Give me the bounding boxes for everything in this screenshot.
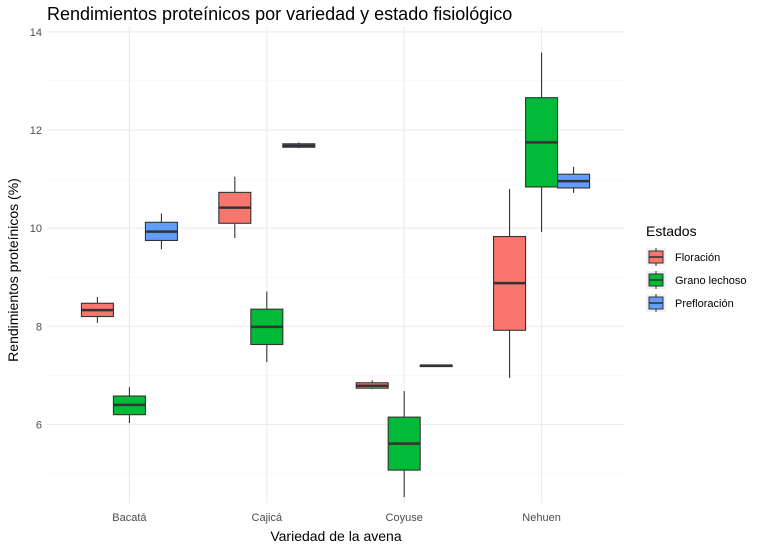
box-floracion-cajica bbox=[218, 176, 252, 239]
x-tick-label: Coyuse bbox=[386, 512, 423, 524]
legend-title: Estados bbox=[646, 223, 697, 239]
box-grano-lechoso-bacata bbox=[112, 387, 146, 424]
x-tick-label: Cajicá bbox=[252, 512, 283, 524]
box-grano-lechoso-coyuse bbox=[387, 391, 421, 498]
box-floracion-nehuen bbox=[493, 188, 527, 378]
y-tick-label: 6 bbox=[36, 419, 42, 431]
y-tick-label: 14 bbox=[30, 27, 42, 39]
box-grano-lechoso-nehuen bbox=[525, 52, 559, 233]
legend-item-prefloracion: Prefloración bbox=[646, 294, 734, 312]
box-prefloracion-nehuen bbox=[557, 166, 591, 193]
y-axis-ticks: 6 8 10 12 14 bbox=[30, 27, 42, 432]
legend-item-floracion: Floración bbox=[646, 248, 720, 266]
y-tick-label: 10 bbox=[30, 223, 42, 235]
legend: Estados Floración Grano lechoso Prefloraci… bbox=[646, 223, 747, 312]
plot-boxes bbox=[80, 52, 591, 498]
y-tick-label: 8 bbox=[36, 321, 42, 333]
box-floracion-coyuse bbox=[355, 380, 389, 390]
legend-label: Floración bbox=[675, 252, 720, 264]
legend-item-grano-lechoso: Grano lechoso bbox=[646, 271, 747, 289]
x-axis-title: Variedad de la avena bbox=[270, 528, 401, 544]
x-axis-ticks: Bacatá Cajicá Coyuse Nehuen bbox=[112, 512, 561, 524]
legend-label: Prefloración bbox=[675, 298, 734, 310]
box-prefloracion-coyuse bbox=[419, 364, 453, 368]
x-tick-label: Bacatá bbox=[112, 512, 147, 524]
x-tick-label: Nehuen bbox=[522, 512, 561, 524]
box-floracion-bacata bbox=[80, 296, 114, 323]
box-grano-lechoso-cajica bbox=[250, 291, 284, 363]
chart-title: Rendimientos proteínicos por variedad y … bbox=[47, 4, 512, 24]
legend-label: Grano lechoso bbox=[675, 275, 747, 287]
box-prefloracion-bacata bbox=[144, 213, 178, 250]
y-axis-title: Rendimientos proteínicos (%) bbox=[5, 178, 21, 362]
y-tick-label: 12 bbox=[30, 125, 42, 137]
box-prefloracion-cajica bbox=[282, 142, 316, 149]
